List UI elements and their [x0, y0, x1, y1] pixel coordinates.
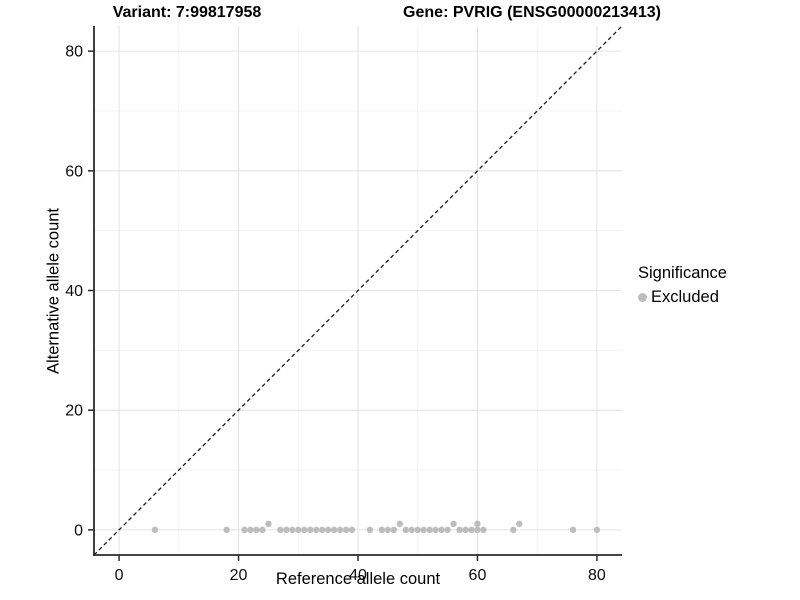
y-tick-label: 0 [74, 522, 83, 539]
data-point [265, 520, 272, 528]
data-point [396, 520, 404, 528]
data-point [348, 526, 356, 534]
data-point [312, 526, 320, 534]
data-point [438, 526, 445, 534]
data-point [414, 526, 421, 534]
data-point [426, 526, 433, 534]
x-tick-label: 20 [230, 567, 248, 584]
y-tick-label: 20 [65, 403, 83, 420]
data-point [289, 526, 296, 534]
data-point [307, 526, 314, 534]
data-point [283, 526, 290, 534]
data-point [462, 526, 469, 534]
data-point [516, 520, 523, 528]
identity-line [93, 25, 623, 556]
data-point [474, 526, 481, 534]
y-tick-label: 60 [65, 163, 83, 180]
data-point [318, 526, 326, 534]
y-tick-label: 80 [65, 44, 83, 61]
data-point [330, 526, 338, 534]
data-point [456, 526, 463, 534]
excluded-point-icon [638, 293, 647, 302]
y-axis-title: Alternative allele count [44, 207, 63, 375]
legend-item-excluded: Excluded [638, 288, 727, 307]
data-point [408, 526, 415, 534]
data-point [241, 526, 248, 534]
data-point [432, 526, 439, 534]
data-point [402, 526, 409, 534]
y-tick-label: 40 [65, 283, 83, 300]
data-point [593, 526, 601, 534]
variant-title: Variant: 7:99817958 [112, 4, 262, 21]
data-point [151, 526, 159, 534]
data-point [223, 526, 230, 534]
data-point [259, 526, 266, 534]
data-point [366, 526, 374, 534]
data-point [277, 526, 284, 534]
x-tick-label: 60 [469, 567, 487, 584]
data-point [450, 520, 457, 528]
data-point [336, 526, 344, 534]
data-point [468, 526, 475, 534]
data-point [295, 526, 302, 534]
legend-item-label: Excluded [651, 288, 719, 306]
data-point [247, 526, 254, 534]
legend: Significance Excluded [638, 264, 727, 307]
data-point [384, 526, 392, 534]
data-point [444, 526, 451, 534]
x-axis-title: Reference allele count [275, 570, 441, 588]
data-point [324, 526, 332, 534]
x-tick-label: 0 [115, 567, 124, 584]
x-tick-label: 80 [588, 567, 606, 584]
data-point [420, 526, 427, 534]
data-point [301, 526, 308, 534]
data-point [569, 526, 577, 534]
legend-title: Significance [638, 264, 727, 282]
data-point [510, 526, 517, 534]
x-tick-label: 40 [349, 567, 367, 584]
data-point [474, 520, 481, 528]
data-point [390, 526, 398, 534]
data-point [342, 526, 350, 534]
data-point [378, 526, 386, 534]
data-point [253, 526, 260, 534]
gene-title: Gene: PVRIG (ENSG00000213413) [403, 4, 661, 21]
data-point [480, 526, 487, 534]
